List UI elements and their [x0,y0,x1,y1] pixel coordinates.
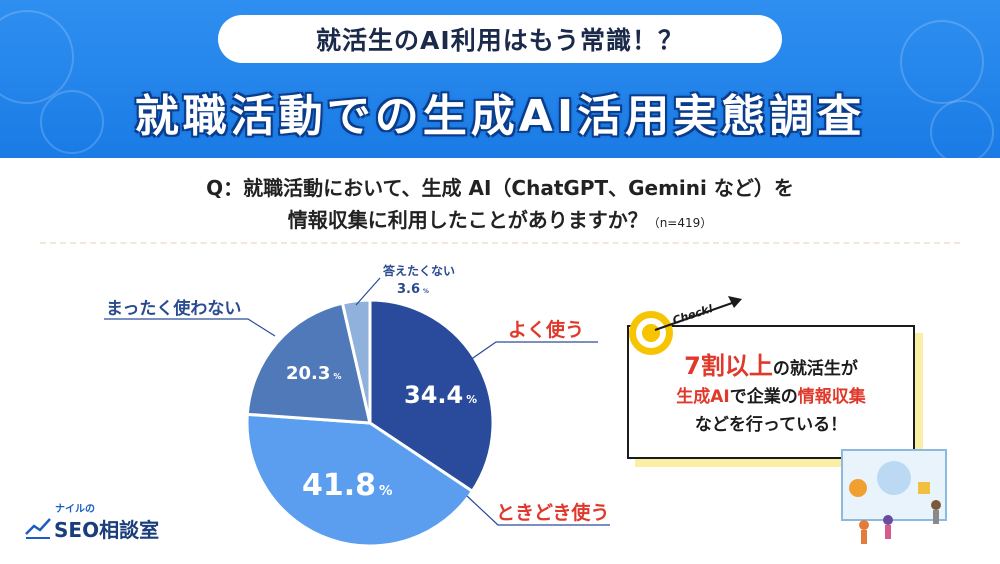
leader-line-mattaku [104,318,276,337]
question-text: Q：就職活動において、生成 AI（ChatGPT、Gemini など）を 情報収… [0,172,1000,239]
label-tokidoki: ときどき使う [496,502,610,524]
value-kotaetakunai: 3.6 [397,282,421,297]
note-highlight-2: 生成AI [676,387,730,407]
leader-lines [104,277,610,526]
question-line-2: 情報収集に利用したことがありますか？（n=419） [0,204,1000,239]
value-label-kotaetakunai: 3.6% [397,282,429,297]
note-line-1: 7割以上の就活生が [627,352,915,383]
leader-line-yoku [459,341,598,368]
question-line-1: Q：就職活動において、生成 AI（ChatGPT、Gemini など）を [206,176,794,200]
chart-logo-icon [25,518,51,539]
note-text: 7割以上の就活生が 生成AIで企業の情報収集 などを行っている！ [627,352,915,439]
unit-mattaku: % [333,371,342,381]
unit-kotaetakunai: % [423,289,429,295]
label-mattaku: まったく使わない [106,299,242,319]
slice-tokidoki [245,412,475,548]
slice-kotaetakunai [340,298,372,424]
value-mattaku: 20.3 [286,363,331,384]
sample-size: （n=419） [647,216,713,230]
note-line-1-rest: の就活生が [772,359,858,379]
decor-circle [930,100,994,158]
note-line-2-mid: で企業の [729,387,798,407]
note-box [627,325,915,459]
decor-circle [900,20,984,104]
note-line-2: 生成AIで企業の情報収集 [627,383,915,411]
value-label-yoku: 34.4% [404,381,477,409]
unit-yoku: % [466,393,478,406]
note-highlight-1: 7割以上 [684,352,773,380]
target-icon [629,311,673,355]
value-label-tokidoki: 41.8% [302,468,393,503]
logo-main-text: SEO相談室 [54,518,160,542]
note-line-3: などを行っている！ [694,415,848,435]
leader-line-tokidoki [466,495,610,526]
divider [40,242,960,244]
illustration-icon [841,449,947,544]
leader-line-kotaetakunai [355,277,381,306]
decor-circle [40,90,104,154]
unit-tokidoki: % [379,483,393,499]
value-tokidoki: 41.8 [302,468,377,503]
label-yoku: よく使う [508,319,585,341]
header-banner: 就活生のAI利用はもう常識！？ 就職活動での生成AI活用実態調査 [0,0,1000,158]
question-line-2-text: 情報収集に利用したことがありますか？ [287,208,648,232]
value-yoku: 34.4 [404,381,464,409]
subtitle-text: 就活生のAI利用はもう常識！？ [316,26,684,55]
label-kotaetakunai: 答えたくない [383,264,456,278]
value-label-mattaku: 20.3% [286,363,342,384]
arrow-icon [654,296,742,331]
logo-small-text: ナイルの [55,504,95,515]
note-highlight-3: 情報収集 [797,387,866,407]
subtitle-pill: 就活生のAI利用はもう常識！？ [218,15,782,63]
page-title: 就職活動での生成AI活用実態調査 [134,91,866,142]
slice-mattaku [245,301,372,425]
